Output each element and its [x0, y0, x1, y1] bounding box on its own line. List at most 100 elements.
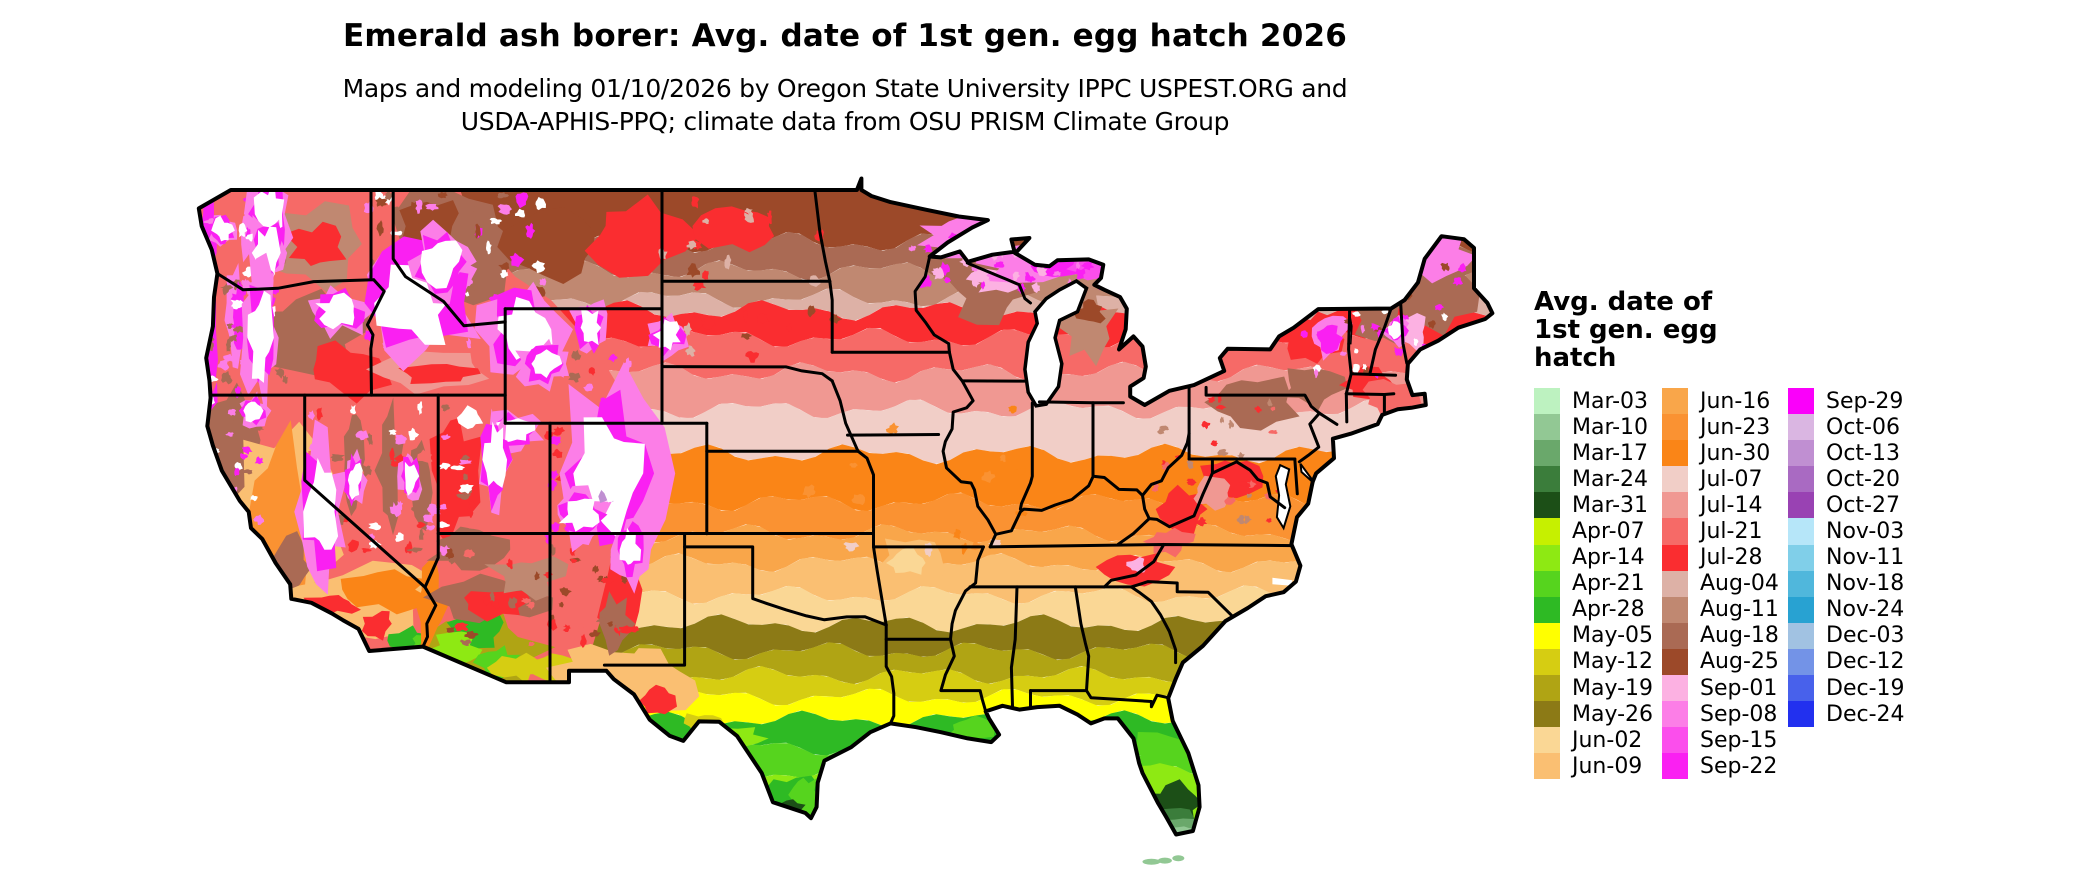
legend-label: Apr-07	[1572, 519, 1645, 545]
legend-row: Nov-11	[1788, 544, 1905, 571]
legend-swatch	[1788, 622, 1814, 649]
page-subtitle: Maps and modeling 01/10/2026 by Oregon S…	[95, 72, 1595, 138]
legend-row: Jun-16	[1662, 388, 1779, 415]
legend-title-line-3: hatch	[1534, 343, 1617, 373]
legend-label: Dec-19	[1826, 675, 1905, 701]
legend-row: Oct-20	[1788, 466, 1905, 493]
legend-row: May-19	[1534, 675, 1654, 702]
legend-swatch	[1534, 388, 1560, 415]
legend-row: Mar-31	[1534, 492, 1653, 519]
legend-row: Jun-09	[1534, 753, 1653, 780]
legend-label: Jun-09	[1572, 753, 1643, 779]
legend-swatch	[1788, 544, 1814, 571]
legend-row: Mar-03	[1534, 388, 1653, 415]
legend-swatch	[1662, 701, 1688, 728]
legend-row: Dec-24	[1788, 701, 1905, 728]
legend-row: Jul-28	[1662, 544, 1779, 571]
legend-swatch	[1788, 701, 1814, 728]
page-title: Emerald ash borer: Avg. date of 1st gen.…	[342, 18, 1347, 54]
legend-label: Jul-21	[1700, 519, 1763, 545]
legend-swatch	[1534, 544, 1560, 571]
legend-row: Apr-07	[1534, 518, 1653, 545]
legend-row: Jun-23	[1662, 414, 1779, 441]
legend-swatch	[1534, 518, 1560, 545]
legend-swatch	[1662, 727, 1688, 754]
legend-row: Aug-25	[1662, 648, 1779, 676]
legend-row: Jun-30	[1662, 440, 1779, 467]
legend-label: Apr-21	[1572, 571, 1645, 597]
legend-swatch	[1788, 596, 1814, 623]
legend-swatch	[1662, 518, 1688, 545]
legend-swatch	[1662, 596, 1688, 623]
legend-label: Sep-15	[1700, 727, 1778, 753]
legend-row: Apr-21	[1534, 570, 1653, 597]
legend-swatch	[1534, 701, 1560, 728]
legend-title: Avg. date of 1st gen. egg hatch	[1534, 288, 1718, 372]
map-color-raster	[198, 178, 1493, 835]
legend-row: Mar-24	[1534, 466, 1653, 493]
legend-column-2: Jun-16 Jun-23 Jun-30 Jul-07 Jul-14 Jul-21 Jul-…	[1662, 388, 1779, 780]
legend-swatch	[1534, 648, 1560, 676]
legend-swatch	[1662, 440, 1688, 467]
legend-row: Aug-18	[1662, 622, 1779, 649]
legend-label: Aug-11	[1700, 597, 1779, 623]
chesapeake-bay	[1274, 463, 1292, 531]
legend-swatch	[1662, 492, 1688, 519]
legend-swatch	[1788, 440, 1814, 467]
legend-label: Apr-28	[1572, 597, 1645, 623]
legend-label: May-05	[1572, 623, 1654, 649]
legend-row: Apr-14	[1534, 544, 1653, 571]
legend-label: Nov-03	[1826, 519, 1905, 545]
legend-swatch	[1788, 570, 1814, 597]
legend-swatch	[1788, 388, 1814, 415]
legend-swatch	[1662, 466, 1688, 493]
legend-row: Dec-12	[1788, 648, 1905, 676]
legend-label: Sep-29	[1826, 388, 1904, 414]
legend-row: Oct-06	[1788, 414, 1905, 441]
legend-swatch	[1662, 570, 1688, 597]
legend-label: Jul-07	[1700, 466, 1763, 492]
legend-swatch	[1534, 753, 1560, 780]
legend-label: May-19	[1572, 675, 1654, 701]
legend-label: Oct-27	[1826, 492, 1900, 518]
legend-row: Jul-07	[1662, 466, 1779, 493]
legend-label: Oct-20	[1826, 466, 1900, 492]
legend-swatch	[1788, 466, 1814, 493]
legend-column-3: Sep-29 Oct-06 Oct-13 Oct-20 Oct-27 Nov-03 Nov-…	[1788, 388, 1905, 728]
legend-swatch	[1662, 622, 1688, 649]
legend-swatch	[1534, 440, 1560, 467]
legend-label: Sep-08	[1700, 701, 1778, 727]
legend-label: Oct-13	[1826, 440, 1900, 466]
legend-swatch	[1534, 466, 1560, 493]
legend-row: Oct-13	[1788, 440, 1905, 467]
legend-row: Sep-15	[1662, 727, 1779, 754]
subtitle-line-2: USDA-APHIS-PPQ; climate data from OSU PR…	[460, 107, 1230, 136]
legend-label: Mar-24	[1572, 466, 1649, 492]
subtitle-line-1: Maps and modeling 01/10/2026 by Oregon S…	[342, 74, 1348, 103]
florida-keys	[1142, 855, 1185, 865]
legend-row: Mar-17	[1534, 440, 1653, 467]
legend-row: Dec-03	[1788, 622, 1905, 649]
legend-label: Jun-02	[1572, 727, 1643, 753]
legend-row: Aug-11	[1662, 596, 1779, 623]
legend-swatch	[1662, 675, 1688, 702]
legend-label: Sep-01	[1700, 675, 1778, 701]
legend-swatch	[1662, 648, 1688, 676]
legend-swatch	[1534, 675, 1560, 702]
legend-swatch	[1534, 596, 1560, 623]
legend-label: Dec-24	[1826, 701, 1905, 727]
legend-label: Nov-24	[1826, 597, 1905, 623]
legend-label: Nov-18	[1826, 571, 1905, 597]
legend-row: Nov-18	[1788, 570, 1905, 597]
legend-row: May-05	[1534, 622, 1654, 649]
legend-label: Dec-12	[1826, 649, 1905, 675]
legend-swatch	[1534, 727, 1560, 754]
us-outline	[196, 176, 1495, 837]
legend-label: May-12	[1572, 649, 1654, 675]
legend-row: Nov-03	[1788, 518, 1905, 545]
legend-swatch	[1788, 675, 1814, 702]
legend-row: Apr-28	[1534, 596, 1653, 623]
legend-label: Sep-22	[1700, 753, 1778, 779]
